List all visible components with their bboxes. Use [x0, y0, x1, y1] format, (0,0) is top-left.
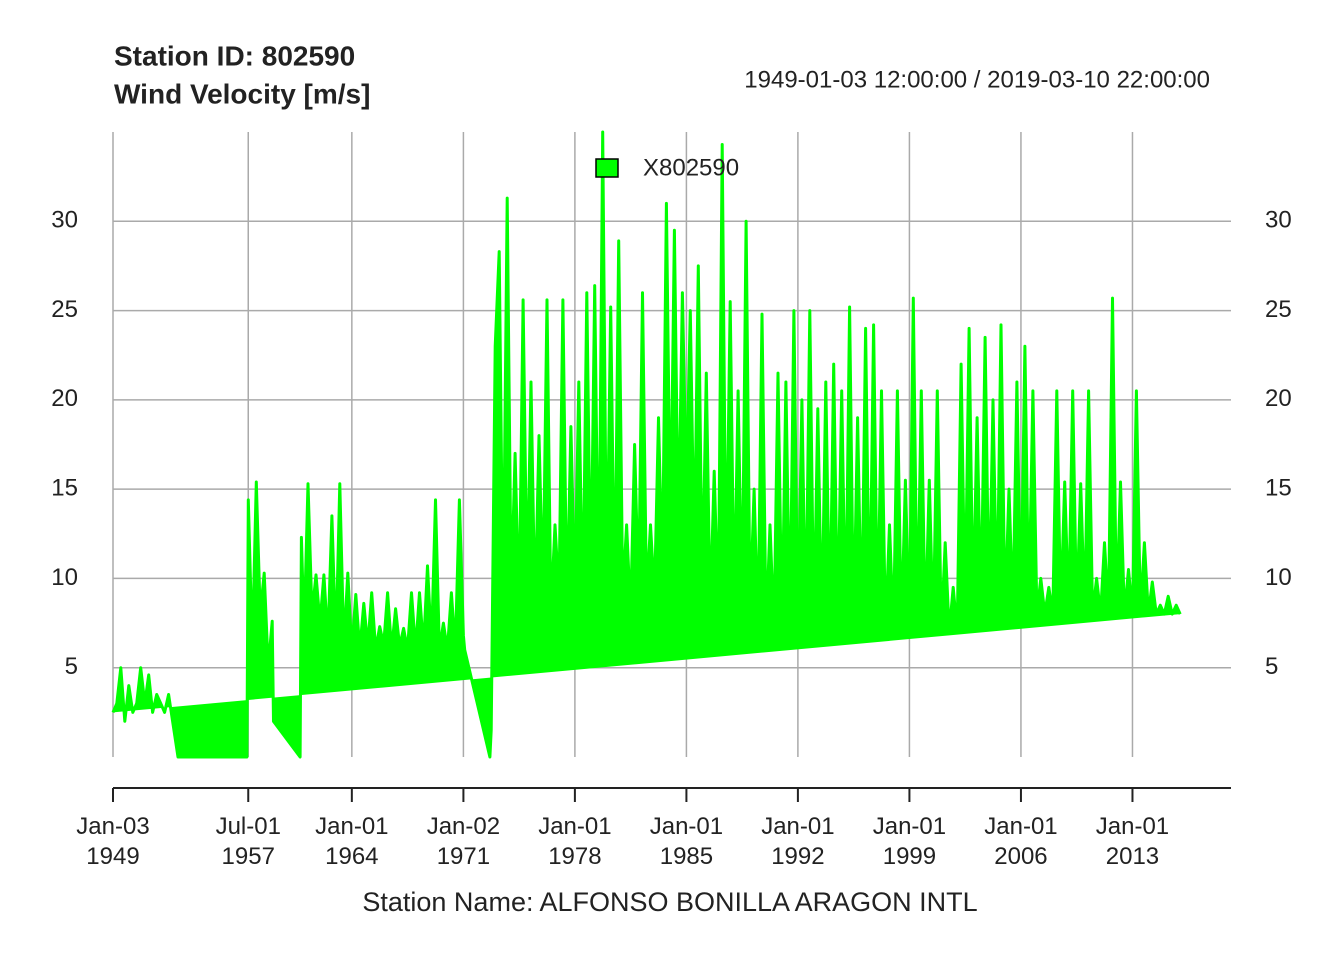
y-tick-label-right: 15 [1265, 474, 1292, 501]
chart-subtitle: Wind Velocity [m/s] [114, 78, 370, 109]
y-tick-label: 15 [51, 474, 78, 501]
chart-title: Station ID: 802590 [114, 40, 355, 71]
y-tick-label: 25 [51, 296, 78, 323]
x-tick-label: Jan-01 1992 [761, 813, 834, 870]
x-tick-label: Jan-01 1964 [315, 813, 388, 870]
legend-label: X802590 [643, 154, 739, 181]
x-tick-label: Jan-02 1971 [427, 813, 500, 870]
x-tick-label: Jan-01 1985 [650, 813, 723, 870]
y-tick-label-right: 25 [1265, 296, 1292, 323]
x-tick-label: Jan-01 1999 [873, 813, 946, 870]
series-line [111, 130, 1182, 759]
y-tick-label-right: 5 [1265, 653, 1278, 680]
legend-swatch [595, 158, 619, 178]
y-tick-label: 10 [51, 564, 78, 591]
y-tick-label: 20 [51, 385, 78, 412]
y-tick-label-right: 10 [1265, 564, 1292, 591]
y-tick-label: 5 [65, 653, 78, 680]
x-tick-label: Jul-01 1957 [216, 813, 281, 870]
x-tick-label: Jan-03 1949 [76, 813, 149, 870]
x-tick-label: Jan-01 1978 [538, 813, 611, 870]
x-axis-label: Station Name: ALFONSO BONILLA ARAGON INT… [362, 887, 977, 917]
x-tick-label: Jan-01 2013 [1096, 813, 1169, 870]
y-tick-label-right: 30 [1265, 207, 1292, 234]
x-tick-label: Jan-01 2006 [984, 813, 1057, 870]
period-label: 1949-01-03 12:00:00 / 2019-03-10 22:00:0… [744, 66, 1210, 93]
y-tick-label-right: 20 [1265, 385, 1292, 412]
series-area [113, 132, 1181, 757]
y-tick-label: 30 [51, 207, 78, 234]
